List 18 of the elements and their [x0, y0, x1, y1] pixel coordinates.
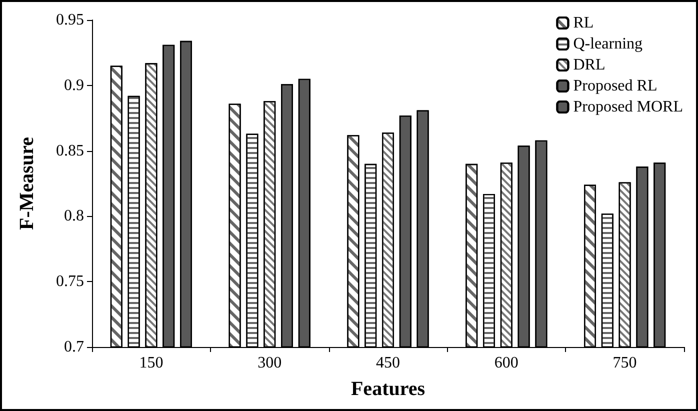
y-tick-label: 0.95 — [56, 12, 84, 28]
y-tick-label: 0.75 — [56, 273, 84, 290]
x-axis-title: Features — [350, 378, 426, 400]
legend-label: Proposed RL — [573, 78, 658, 94]
x-tick-label: 300 — [258, 354, 282, 372]
y-tick-label: 0.7 — [64, 338, 84, 356]
x-tick-label: 750 — [612, 354, 637, 372]
x-tick-label: 450 — [376, 354, 400, 372]
x-tick-label: 150 — [139, 354, 164, 372]
legend-label: Proposed MORL — [573, 98, 683, 116]
y-tick-label: 0.85 — [56, 142, 84, 160]
legend-label: RL — [573, 14, 594, 32]
x-tick-label: 600 — [494, 354, 518, 372]
y-axis-title: F-Measure — [16, 136, 38, 230]
y-tick-label: 0.8 — [64, 208, 84, 225]
legend-label: DRL — [573, 56, 606, 74]
y-tick-label: 0.9 — [64, 76, 84, 94]
legend-label: Q-learning — [573, 36, 643, 52]
